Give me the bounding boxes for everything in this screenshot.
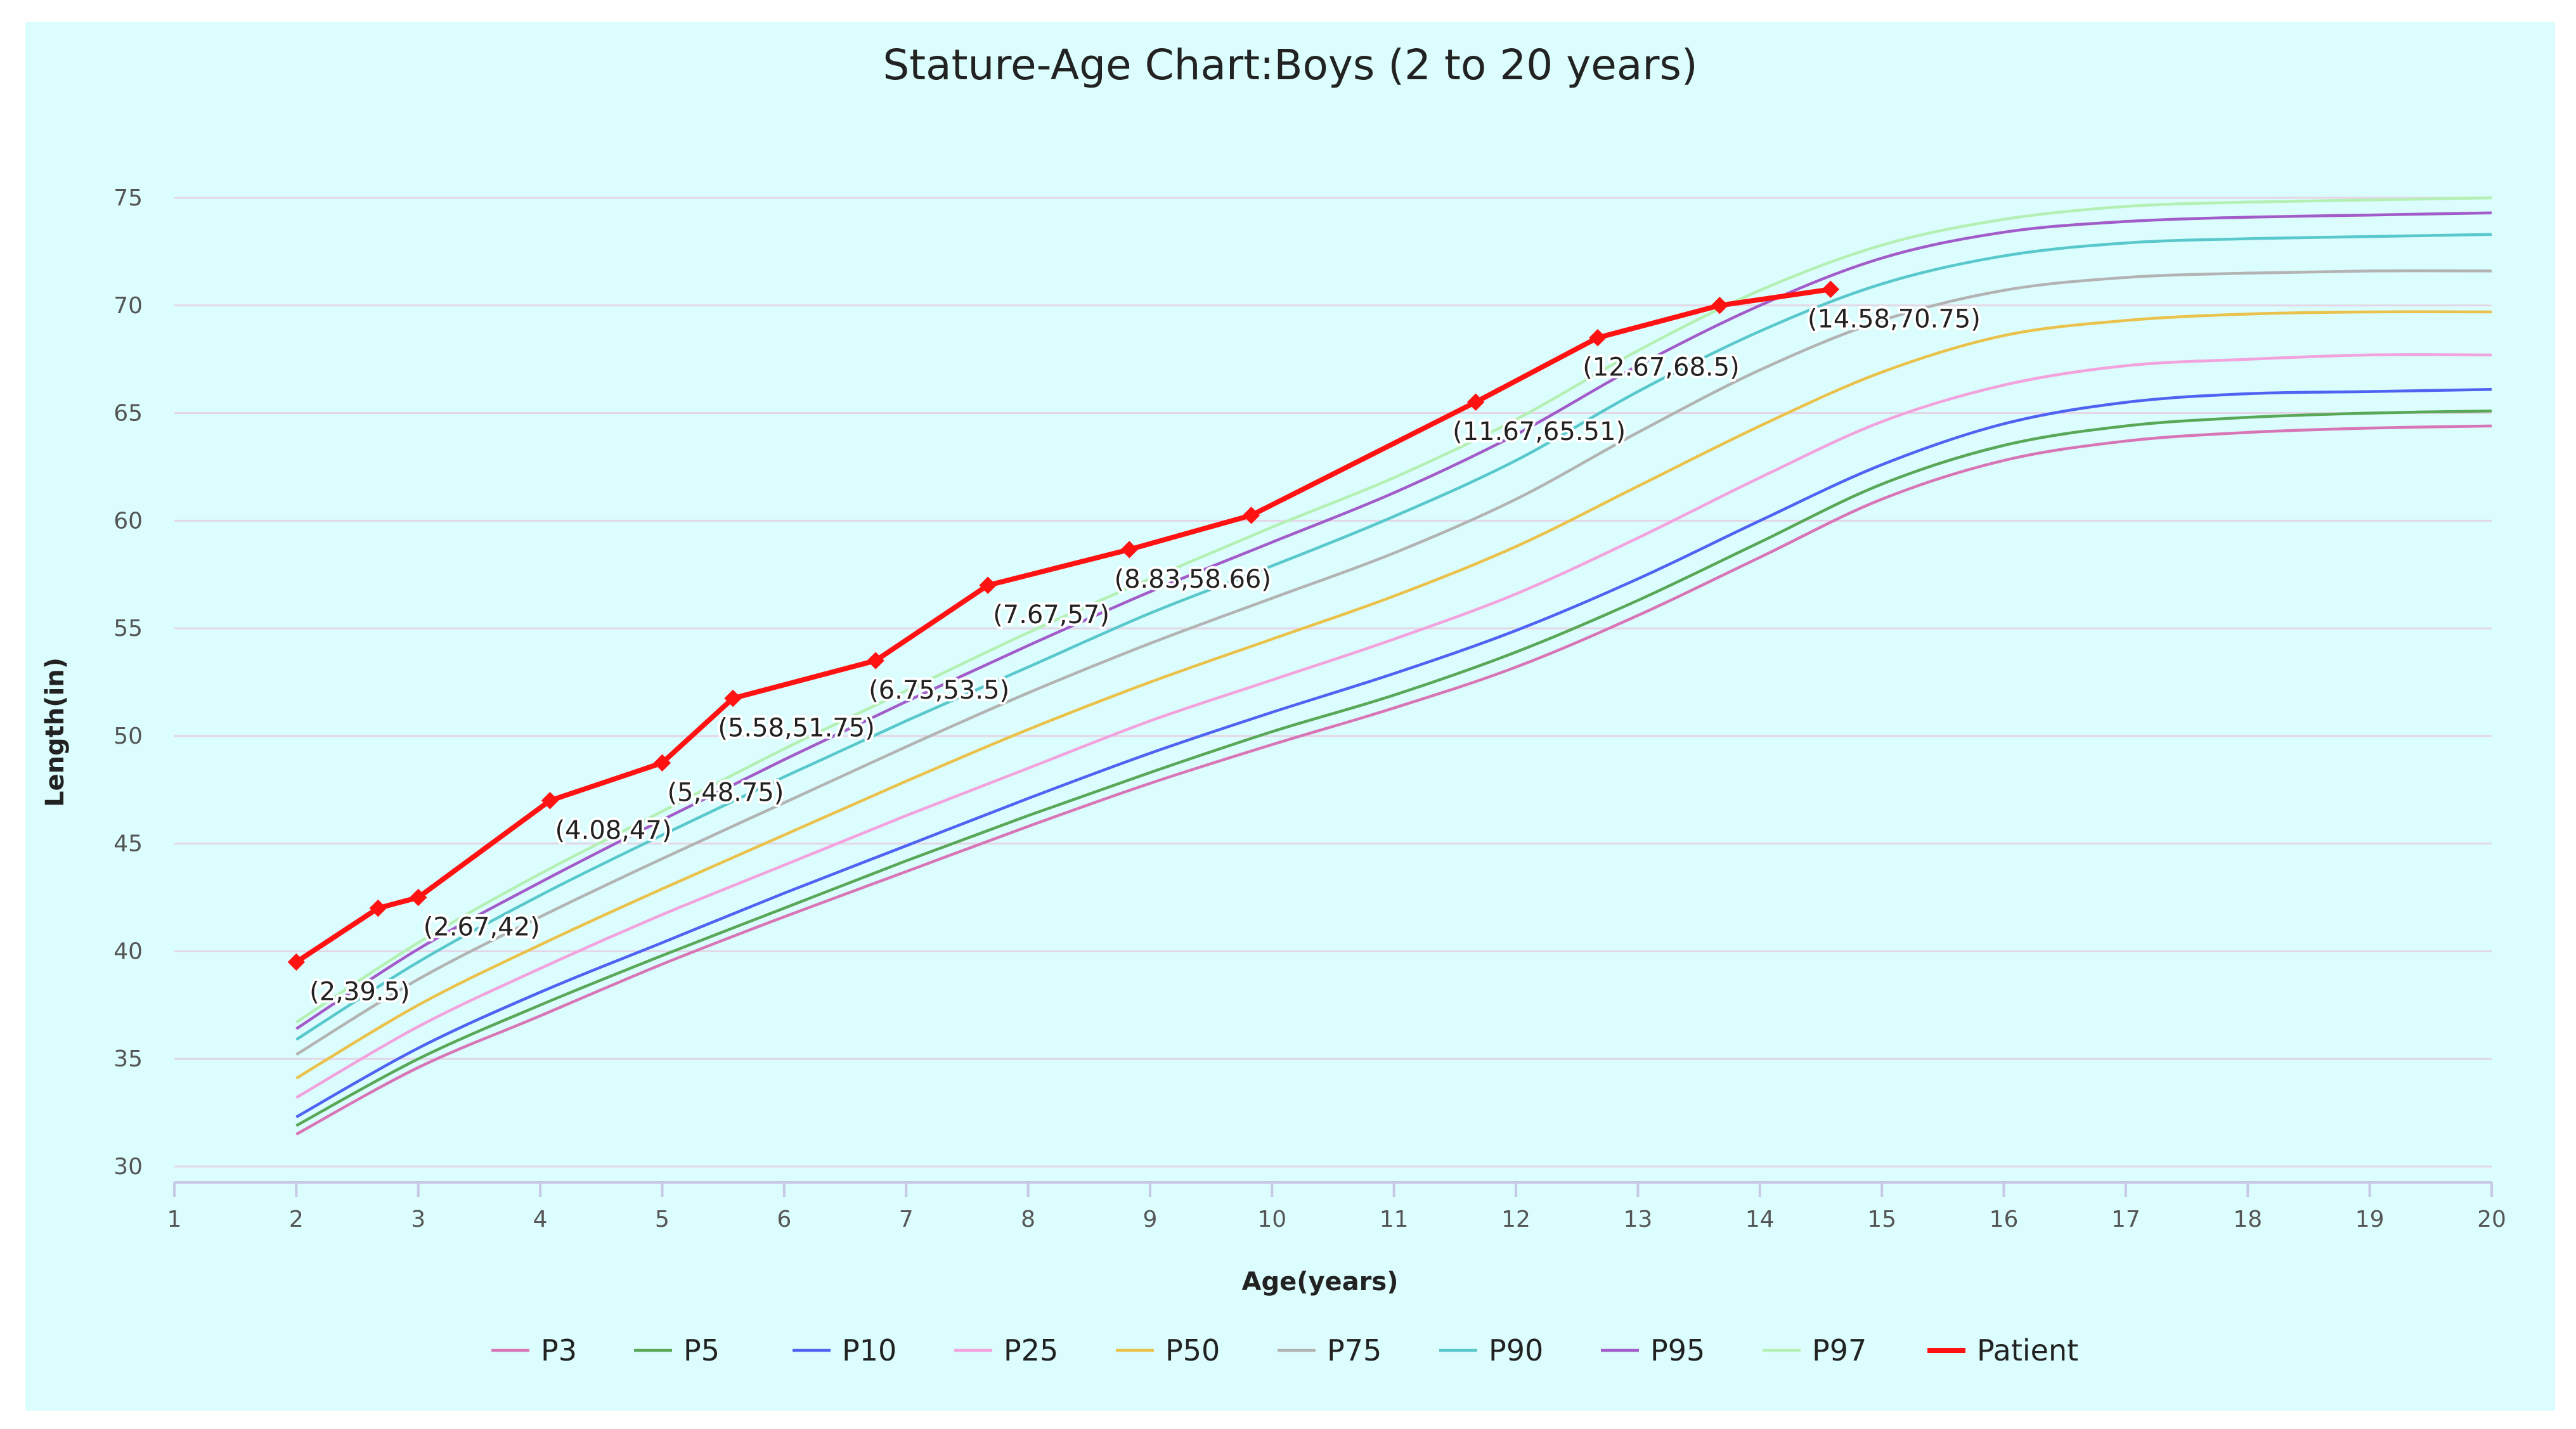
x-tick-label: 12 [1501, 1206, 1531, 1232]
legend-item-p25[interactable]: P25 [954, 1333, 1058, 1368]
patient-point[interactable] [1466, 393, 1485, 411]
x-tick-label: 14 [1745, 1206, 1775, 1232]
legend-label: P97 [1812, 1333, 1867, 1368]
chart-container: Stature-Age Chart:Boys (2 to 20 years) 3… [25, 22, 2555, 1411]
legend-label: P75 [1327, 1333, 1382, 1368]
growth-chart: Stature-Age Chart:Boys (2 to 20 years) 3… [41, 41, 2506, 1368]
series-line-p5 [295, 409, 2492, 1127]
x-tick-label: 6 [777, 1206, 791, 1232]
patient-data-label: (8.83,58.66) [1114, 565, 1271, 594]
patient-point[interactable] [410, 888, 427, 907]
y-tick-label: 30 [113, 1154, 143, 1180]
x-tick-label: 5 [655, 1206, 670, 1232]
legend-item-p10[interactable]: P10 [793, 1333, 896, 1368]
legend-label: P95 [1650, 1333, 1705, 1368]
x-tick-label: 17 [2111, 1206, 2140, 1232]
legend-item-p90[interactable]: P90 [1439, 1333, 1543, 1368]
x-tick-label: 18 [2233, 1206, 2262, 1232]
y-tick-label: 70 [113, 293, 143, 319]
series-line-p50 [295, 310, 2492, 1080]
x-tick-label: 16 [1990, 1206, 2019, 1232]
patient-point[interactable] [1120, 541, 1138, 559]
x-tick-label: 7 [899, 1206, 914, 1232]
x-tick-label: 10 [1257, 1206, 1286, 1232]
legend-item-p3[interactable]: P3 [491, 1333, 577, 1368]
series-line-p90 [295, 233, 2492, 1041]
patient-point[interactable] [287, 953, 306, 971]
patient-point[interactable] [1589, 329, 1607, 347]
patient-data-label: (2,39.5) [309, 977, 410, 1006]
percentile-series [295, 196, 2492, 1136]
patient-point[interactable] [653, 754, 671, 772]
patient-data-label: (5,48.75) [668, 778, 784, 807]
patient-point[interactable] [867, 652, 884, 669]
legend-item-p5[interactable]: P5 [634, 1333, 720, 1368]
legend-label: P90 [1489, 1333, 1543, 1368]
y-tick-label: 60 [113, 508, 143, 534]
x-tick-label: 3 [411, 1206, 425, 1232]
legend-item-p50[interactable]: P50 [1116, 1333, 1220, 1368]
series-line-p3 [295, 424, 2492, 1136]
x-axis: 1 2 3 4 5 6 7 8 9 10 11 12 13 14 15 16 17 18 19 20 [167, 1181, 2506, 1232]
legend-label: P10 [842, 1333, 896, 1368]
legend-label: P3 [541, 1333, 577, 1368]
legend-label: Patient [1977, 1333, 2078, 1368]
legend-item-p97[interactable]: P97 [1763, 1333, 1867, 1368]
y-tick-label: 75 [113, 185, 143, 211]
patient-point[interactable] [1822, 280, 1840, 299]
series-line-p95 [295, 211, 2492, 1030]
patient-data-label: (12.67,68.5) [1582, 353, 1740, 382]
chart-title: Stature-Age Chart:Boys (2 to 20 years) [883, 41, 1697, 89]
y-tick-label: 35 [113, 1046, 143, 1072]
patient-series [287, 280, 1840, 971]
legend-item-patient[interactable]: Patient [1927, 1333, 2078, 1368]
legend-label: P5 [683, 1333, 720, 1368]
x-tick-label: 20 [2477, 1206, 2506, 1232]
patient-line [295, 287, 1831, 964]
legend-label: P25 [1004, 1333, 1058, 1368]
series-line-p10 [295, 387, 2492, 1118]
y-tick-label: 40 [113, 938, 143, 964]
patient-point[interactable] [1711, 297, 1729, 314]
y-tick-label: 45 [113, 831, 143, 857]
legend-label: P50 [1165, 1333, 1220, 1368]
legend-item-p75[interactable]: P75 [1278, 1333, 1382, 1368]
patient-data-labels: (2,39.5) (2.67,42) (4.08,47) (5,48.75) (5.58… [307, 302, 1983, 1009]
series-line-p75 [295, 269, 2492, 1056]
x-tick-label: 11 [1380, 1206, 1409, 1232]
patient-data-label: (14.58,70.75) [1808, 304, 1981, 333]
y-axis: 30 35 40 45 50 55 60 65 70 75 [113, 185, 143, 1180]
x-tick-label: 13 [1624, 1206, 1653, 1232]
legend-item-p95[interactable]: P95 [1601, 1333, 1705, 1368]
patient-point[interactable] [979, 576, 997, 594]
y-tick-label: 65 [113, 401, 143, 427]
patient-data-label: (5.58,51.75) [718, 713, 875, 742]
x-axis-label: Age(years) [1241, 1267, 1398, 1296]
y-axis-label: Length(in) [41, 657, 70, 807]
x-tick-label: 15 [1867, 1206, 1896, 1232]
x-tick-label: 2 [289, 1206, 304, 1232]
patient-point[interactable] [541, 792, 559, 810]
patient-data-label: (4.08,47) [555, 816, 672, 845]
patient-data-label: (2.67,42) [424, 913, 540, 942]
x-tick-label: 19 [2355, 1206, 2385, 1232]
patient-point[interactable] [1242, 507, 1260, 524]
grid-lines [174, 197, 2492, 1168]
patient-point[interactable] [724, 689, 742, 708]
x-tick-label: 8 [1021, 1206, 1035, 1232]
series-line-p97 [295, 196, 2492, 1024]
patient-data-label: (7.67,57) [993, 600, 1110, 630]
y-tick-label: 55 [113, 616, 143, 642]
patient-data-label: (11.67,65.51) [1453, 417, 1626, 446]
y-tick-label: 50 [113, 723, 143, 749]
x-tick-label: 4 [533, 1206, 548, 1232]
patient-data-label: (6.75,53.5) [869, 676, 1009, 705]
x-tick-label: 9 [1142, 1206, 1157, 1232]
x-tick-label: 1 [167, 1206, 182, 1232]
patient-point[interactable] [369, 899, 387, 917]
legend: P3 P5 P10 P25 P50 P75 P90 P95 P97 Patient [491, 1333, 2078, 1368]
series-line-p25 [295, 353, 2492, 1099]
